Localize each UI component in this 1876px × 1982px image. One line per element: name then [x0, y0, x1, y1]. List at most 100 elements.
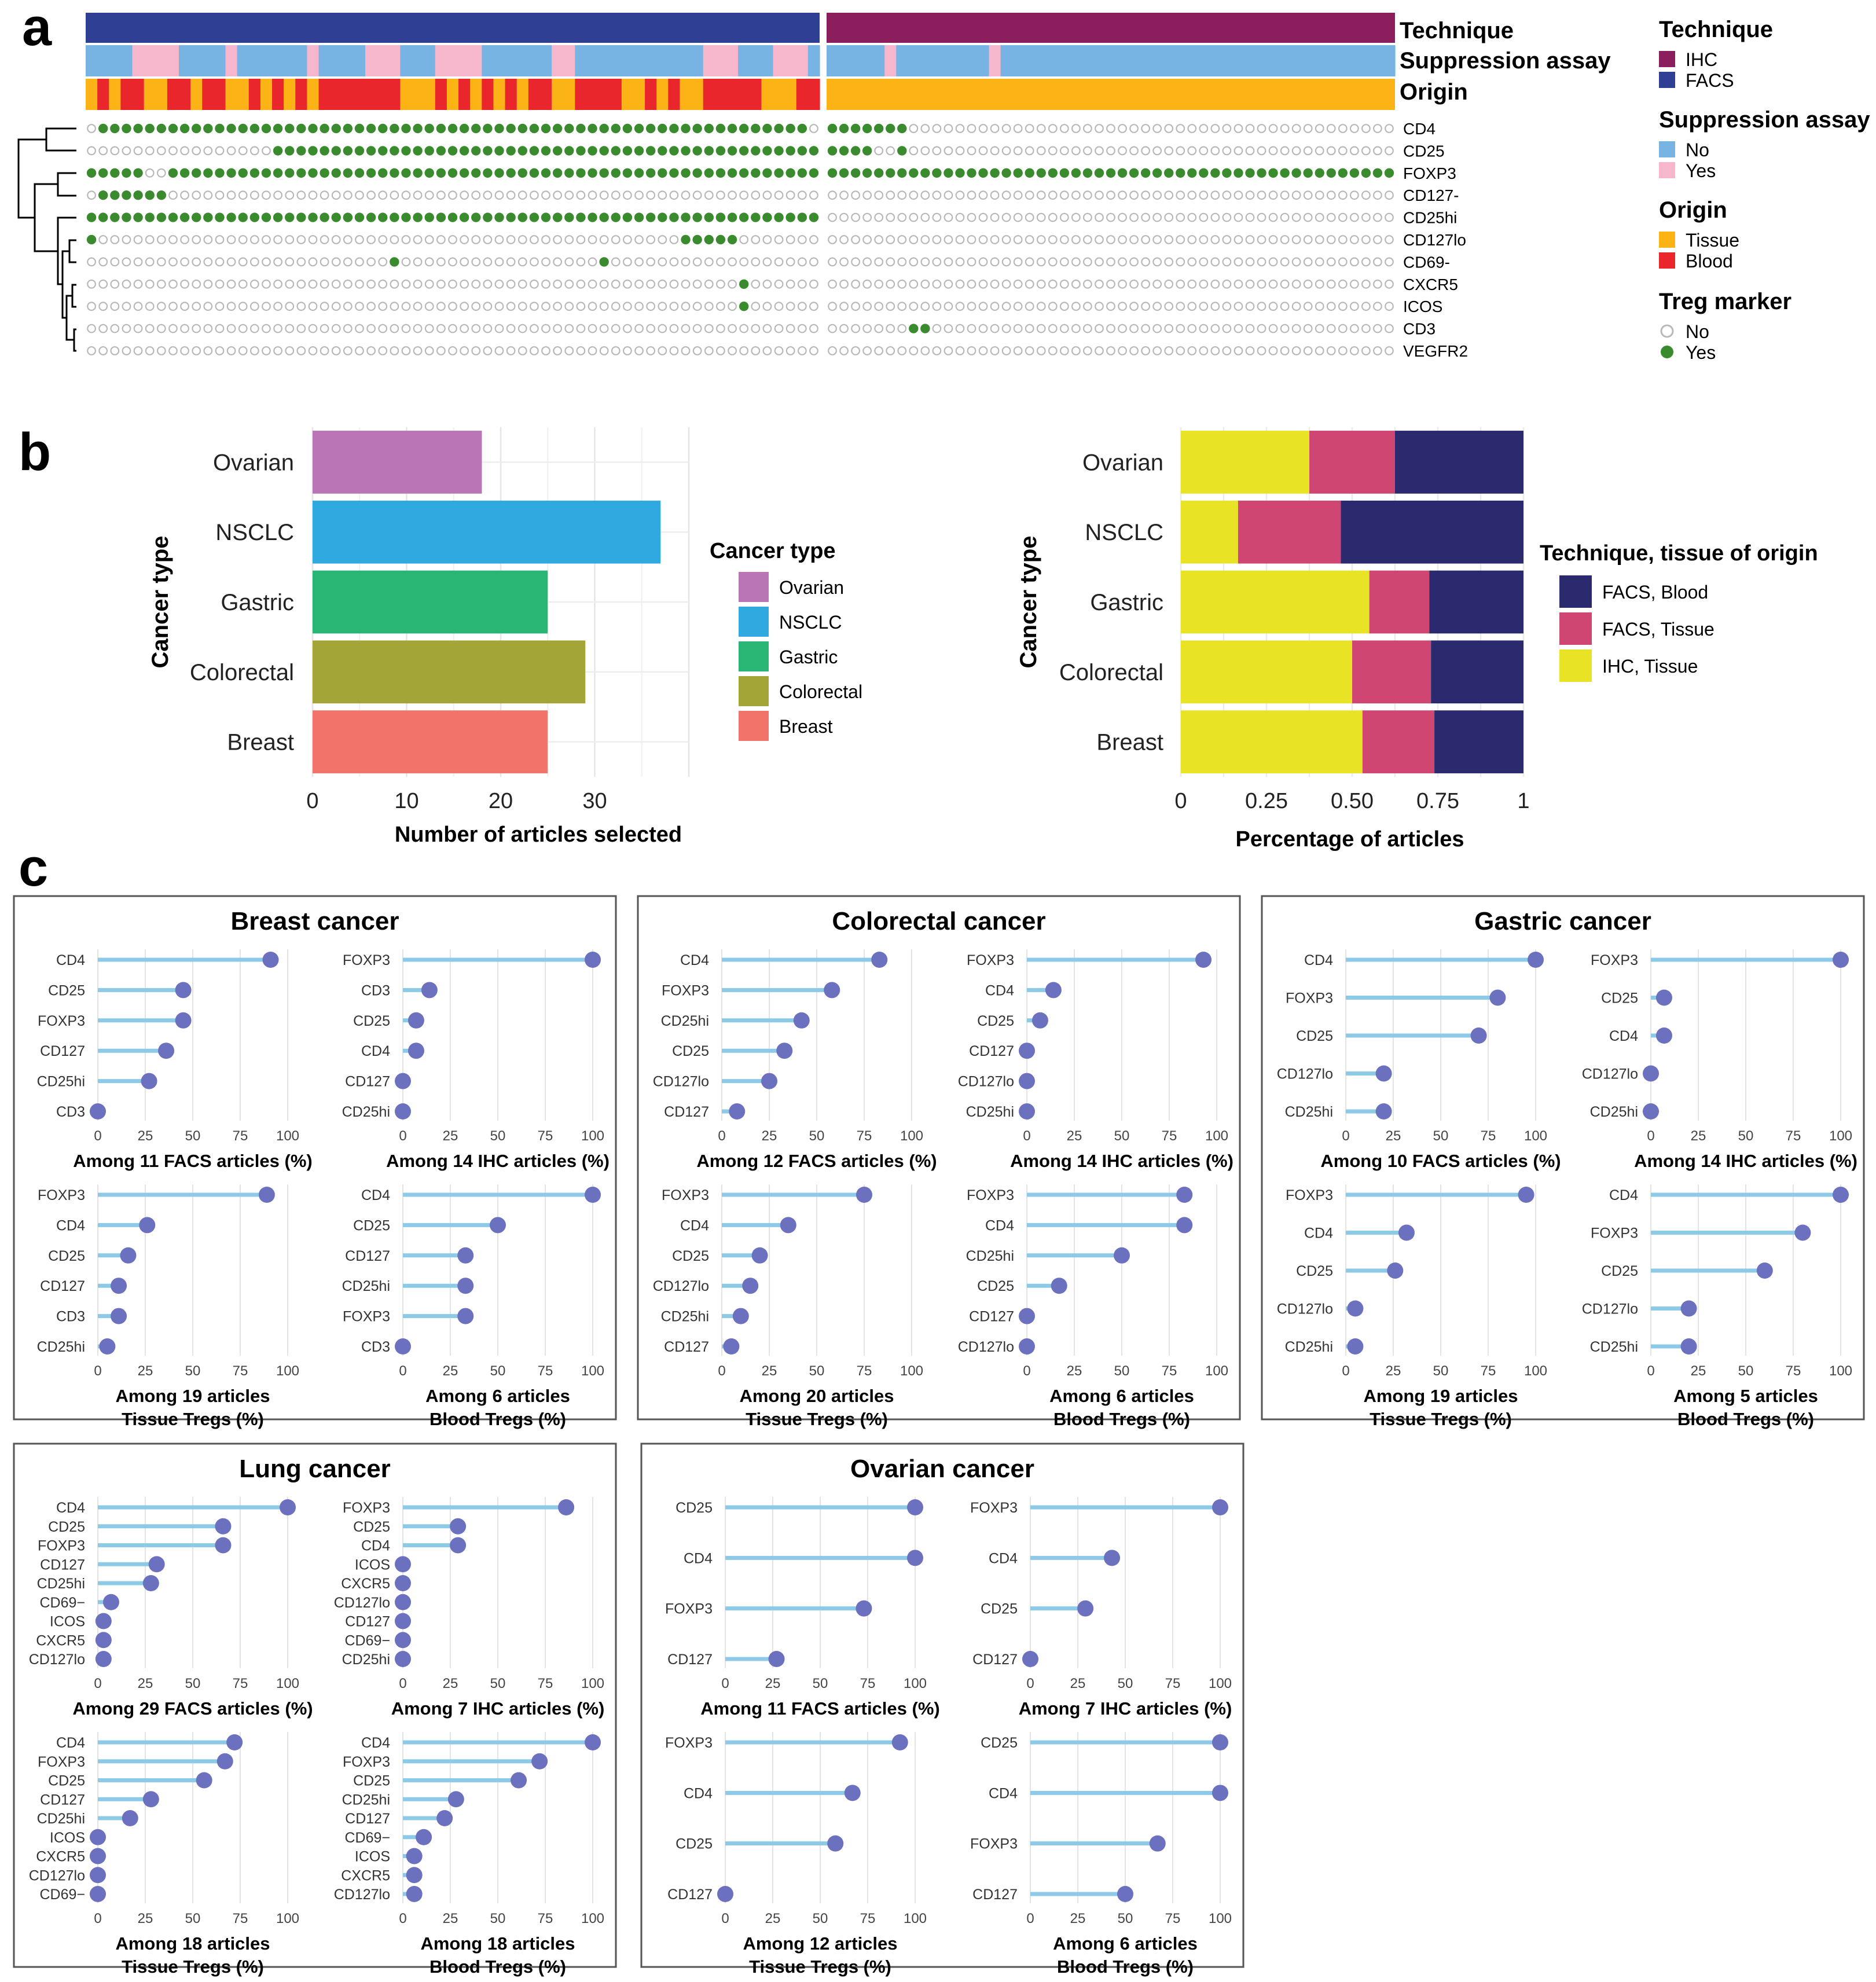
marker-dot-yes [774, 212, 783, 222]
x-tick-label: 100 [276, 1363, 299, 1379]
marker-dot-no [1235, 258, 1243, 266]
marker-dot-yes [506, 124, 515, 133]
category-label: NSCLC [215, 520, 294, 545]
stack-segment [1181, 710, 1363, 773]
marker-dot-yes [553, 212, 562, 222]
row-label-suppression: Suppression assay [1400, 48, 1611, 74]
origin-cell-facs [237, 79, 249, 110]
marker-dot-yes [401, 168, 410, 178]
marker-dot-no [1003, 325, 1011, 333]
marker-dot-no [227, 280, 236, 288]
marker-label: CD127 [345, 1614, 390, 1630]
marker-dot-no [1235, 236, 1243, 244]
lollipop-dot [1643, 1103, 1659, 1120]
marker-dot-no [169, 325, 177, 333]
marker-dot-no [309, 236, 317, 244]
suppression-cell-facs [726, 45, 739, 76]
legend-title: Cancer type [710, 539, 836, 563]
marker-dot-no [1118, 124, 1126, 133]
marker-dot-yes [413, 212, 422, 222]
marker-dot-no [875, 258, 883, 266]
cancer-panel: Ovarian cancer0 25 50 75 100CD25CD4FOXP3CD12… [641, 1444, 1243, 1977]
marker-dot-yes [785, 168, 795, 178]
marker-dot-no [216, 347, 224, 355]
marker-dot-yes [553, 168, 562, 178]
marker-dot-no [414, 280, 422, 288]
marker-dot-no [321, 347, 329, 355]
marker-dot-no [1176, 325, 1184, 333]
marker-dot-no [910, 236, 918, 244]
marker-dot-no [1339, 280, 1347, 288]
marker-dot-no [693, 191, 702, 199]
marker-dot-yes [494, 146, 504, 155]
x-tick-label: 100 [581, 1676, 604, 1691]
suppression-cell-facs [435, 45, 447, 76]
x-tick-label: 0 [718, 1363, 725, 1379]
suppression-cell-ihc [1268, 45, 1280, 76]
marker-dot-no [1246, 214, 1254, 222]
marker-dot-yes [1385, 168, 1394, 178]
marker-dot-no [1049, 214, 1057, 222]
marker-dot-no [530, 302, 538, 310]
marker-dot-no [1072, 258, 1080, 266]
marker-label: CD4 [989, 1785, 1018, 1801]
marker-dot-no [682, 258, 690, 266]
marker-dot-no [402, 325, 410, 333]
x-tick-label: 25 [1386, 1363, 1401, 1379]
lollipop-dot [421, 982, 438, 998]
origin-cell-facs [214, 79, 226, 110]
marker-dot-yes [471, 168, 480, 178]
marker-dot-no [530, 347, 538, 355]
marker-dot-yes [704, 146, 714, 155]
suppression-cell-facs [656, 45, 669, 76]
marker-dot-no [752, 236, 760, 244]
marker-dot-no [886, 280, 894, 288]
marker-dot-yes [588, 168, 597, 178]
marker-dot-yes [828, 146, 837, 155]
marker-dot-no [321, 325, 329, 333]
marker-dot-no [1304, 214, 1312, 222]
marker-dot-no [157, 147, 166, 155]
marker-dot-no [1281, 347, 1289, 355]
marker-dot-no [763, 280, 772, 288]
marker-dot-no [612, 191, 620, 199]
x-tick-label: 25 [1691, 1128, 1706, 1144]
marker-dot-yes [886, 124, 895, 133]
subplot-caption: Blood Tregs (%) [429, 1409, 566, 1429]
marker-dot-no [945, 347, 953, 355]
origin-cell-facs [785, 79, 797, 110]
panel-label-a: a [22, 0, 52, 57]
marker-dot-no [216, 191, 224, 199]
marker-dot-no [623, 191, 632, 199]
marker-dot-yes [238, 124, 248, 133]
marker-label: CD69− [39, 1886, 85, 1903]
marker-dot-no [437, 302, 445, 310]
origin-cell-facs [435, 79, 447, 110]
lollipop-dot [395, 1632, 411, 1648]
marker-dot-yes [874, 124, 883, 133]
subplot-caption: Among 14 IHC articles (%) [386, 1151, 610, 1171]
marker-dot-no [134, 325, 142, 333]
origin-cell-facs [633, 79, 645, 110]
marker-dot-yes [728, 235, 737, 244]
marker-dot-no [274, 191, 282, 199]
marker-dot-yes [762, 124, 772, 133]
marker-label: CD127 [664, 1104, 709, 1120]
marker-dot-no [577, 302, 585, 310]
marker-dot-yes [366, 124, 376, 133]
row-label-technique: Technique [1400, 18, 1514, 43]
lollipop-dot [457, 1308, 473, 1324]
category-label: Breast [1096, 730, 1163, 755]
marker-dot-no [886, 236, 894, 244]
marker-dot-no [1374, 258, 1382, 266]
marker-dot-yes [1060, 168, 1069, 178]
marker-dot-no [1258, 236, 1266, 244]
marker-dot-no [1374, 191, 1382, 199]
marker-label: CD25 [353, 1013, 390, 1029]
x-axis-title: Percentage of articles [1236, 827, 1464, 851]
marker-dot-no [1200, 347, 1208, 355]
lollipop-dot [111, 1308, 127, 1324]
marker-dot-no [111, 280, 119, 288]
marker-dot-no [1246, 280, 1254, 288]
marker-dot-no [87, 258, 96, 266]
